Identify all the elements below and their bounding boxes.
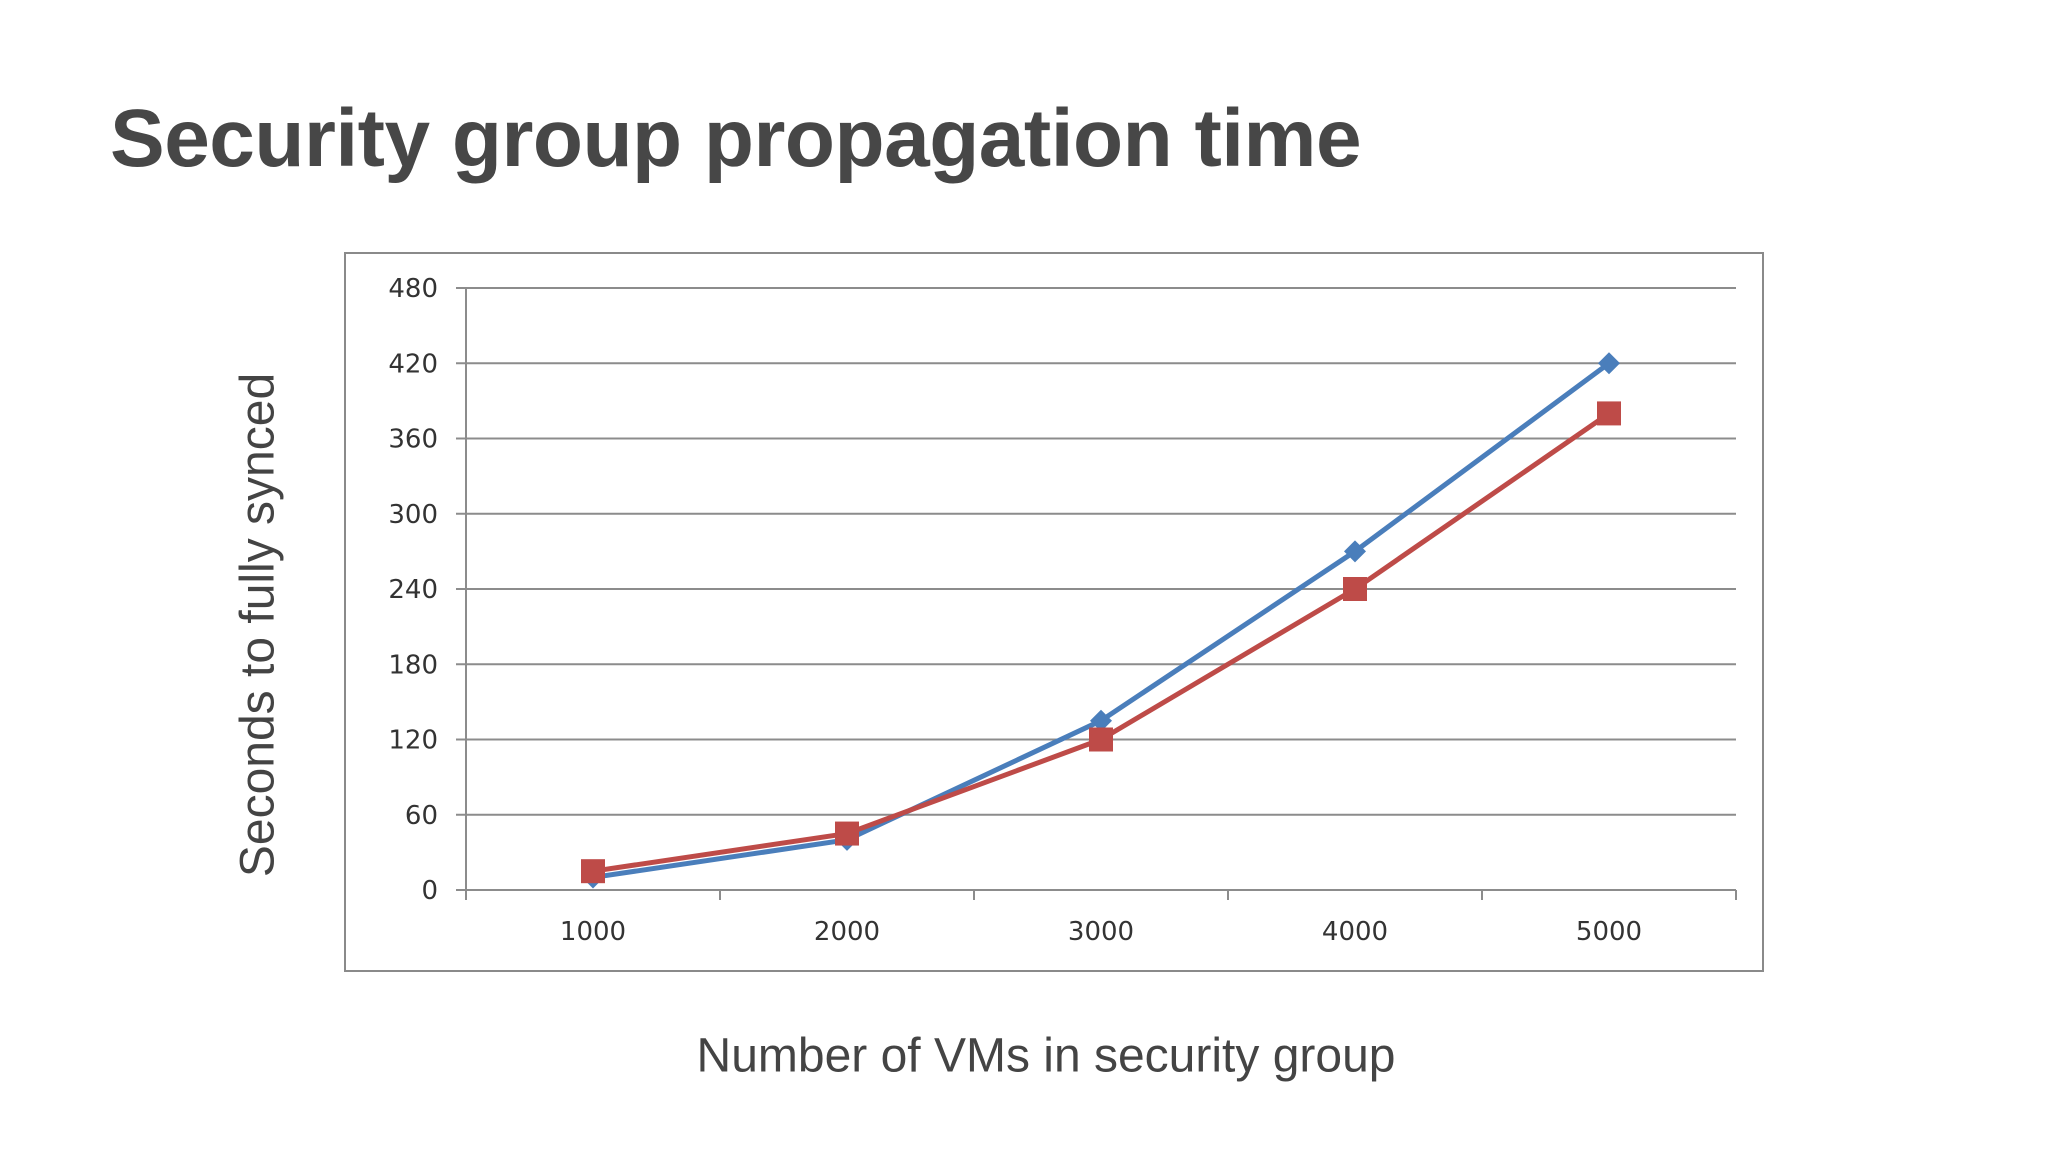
x-tick-label-2000: 2000	[814, 917, 880, 947]
y-axis-title: Seconds to fully synced	[231, 372, 285, 878]
series-1-point-4000	[1344, 540, 1366, 563]
x-tick-label-1000: 1000	[560, 917, 626, 947]
series-2-point-4000	[1343, 577, 1367, 601]
y-tick-label-240: 240	[388, 575, 438, 605]
line-chart: 0 60 120 180 240 300 360 420 480 1000 2000 3000 4000…	[388, 274, 1737, 947]
series-2-point-5000	[1597, 401, 1621, 426]
y-tick-label-300: 300	[388, 500, 438, 530]
x-tick-label-4000: 4000	[1322, 917, 1388, 947]
x-tick-label-5000: 5000	[1576, 917, 1642, 947]
y-tick-label-0: 0	[421, 876, 438, 906]
y-tick-label-360: 360	[388, 425, 438, 455]
series-1-line	[592, 361, 1611, 880]
series-1-point-3000	[1090, 709, 1112, 732]
y-tick-label-180: 180	[388, 650, 438, 680]
series-2-point-3000	[1089, 727, 1113, 752]
chart-frame: 0 60 120 180 240 300 360 420 480 1000 2000 3000 4000…	[344, 252, 1764, 972]
y-tick-label-420: 420	[388, 349, 438, 379]
series-1-point-5000	[1598, 352, 1620, 375]
x-tick-label-3000: 3000	[1068, 917, 1134, 947]
y-tick-label-120: 120	[388, 726, 438, 756]
y-tick-label-480: 480	[388, 274, 438, 304]
slide-title: Security group propagation time	[110, 93, 1362, 184]
series-2-point-1000	[581, 859, 605, 884]
y-tick-label-60: 60	[405, 801, 438, 831]
series-2-line	[592, 411, 1611, 874]
series-2-point-2000	[835, 821, 859, 846]
x-axis-title: Number of VMs in security group	[696, 1029, 1396, 1083]
